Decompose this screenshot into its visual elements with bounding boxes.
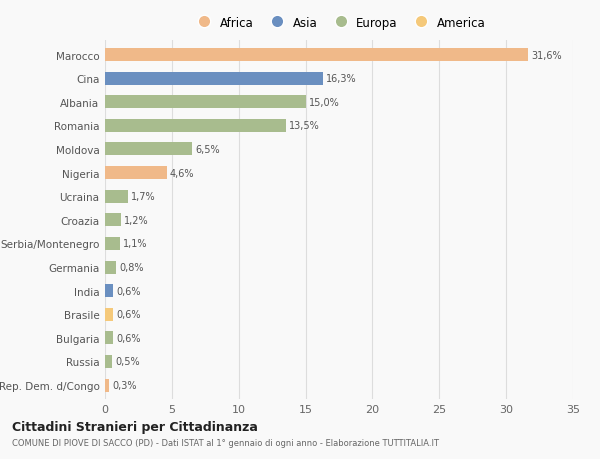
Bar xyxy=(105,237,120,250)
Text: 31,6%: 31,6% xyxy=(531,50,562,61)
Text: 16,3%: 16,3% xyxy=(326,74,357,84)
Text: 15,0%: 15,0% xyxy=(309,98,340,107)
Text: 1,2%: 1,2% xyxy=(124,215,149,225)
Bar xyxy=(105,167,167,179)
Bar xyxy=(105,308,113,321)
Bar xyxy=(105,379,109,392)
Bar xyxy=(105,49,527,62)
Legend: Africa, Asia, Europa, America: Africa, Asia, Europa, America xyxy=(190,14,488,32)
Bar xyxy=(105,331,113,345)
Bar xyxy=(105,143,192,156)
Text: 1,7%: 1,7% xyxy=(131,192,155,202)
Bar xyxy=(105,73,323,85)
Text: 0,6%: 0,6% xyxy=(116,333,141,343)
Bar xyxy=(105,355,112,368)
Text: 1,1%: 1,1% xyxy=(123,239,148,249)
Text: COMUNE DI PIOVE DI SACCO (PD) - Dati ISTAT al 1° gennaio di ogni anno - Elaboraz: COMUNE DI PIOVE DI SACCO (PD) - Dati IST… xyxy=(12,438,439,448)
Bar xyxy=(105,96,305,109)
Text: Cittadini Stranieri per Cittadinanza: Cittadini Stranieri per Cittadinanza xyxy=(12,420,258,433)
Text: 0,5%: 0,5% xyxy=(115,357,140,367)
Bar xyxy=(105,261,116,274)
Text: 4,6%: 4,6% xyxy=(170,168,194,178)
Text: 0,8%: 0,8% xyxy=(119,263,143,273)
Text: 0,6%: 0,6% xyxy=(116,309,141,319)
Bar xyxy=(105,120,286,133)
Text: 13,5%: 13,5% xyxy=(289,121,320,131)
Bar xyxy=(105,285,113,297)
Text: 6,5%: 6,5% xyxy=(195,145,220,155)
Bar xyxy=(105,190,128,203)
Text: 0,3%: 0,3% xyxy=(112,380,137,390)
Text: 0,6%: 0,6% xyxy=(116,286,141,296)
Bar xyxy=(105,214,121,227)
